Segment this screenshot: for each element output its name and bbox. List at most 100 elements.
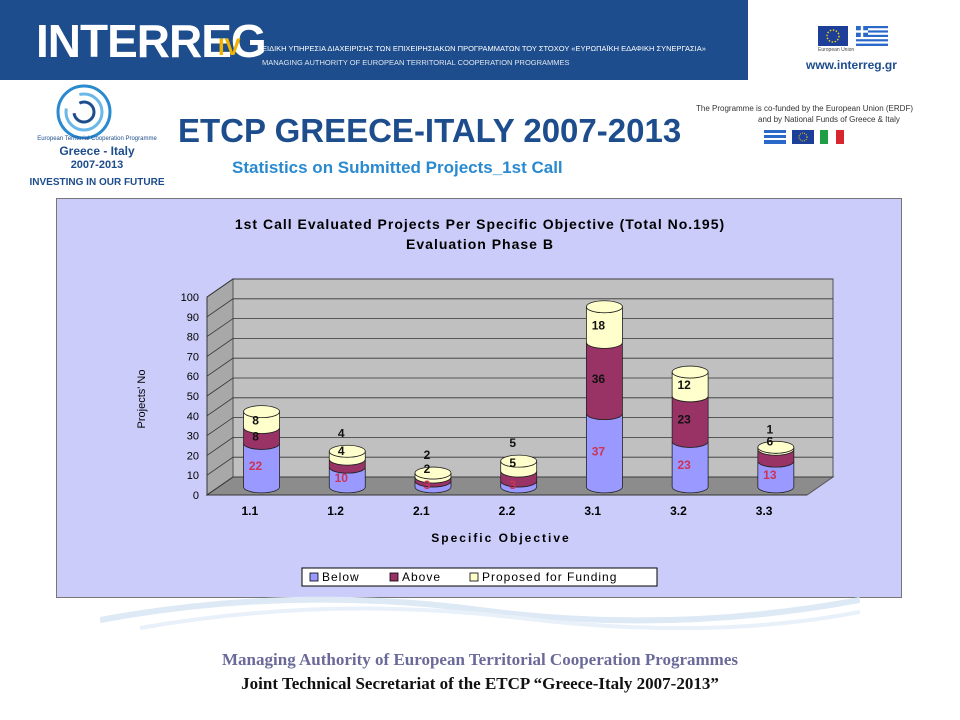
bar-segment <box>414 466 452 484</box>
cofund-note-line1: The Programme is co-funded by the Europe… <box>696 104 913 113</box>
chart-subtitle: Evaluation Phase B <box>406 236 554 252</box>
website-link[interactable]: www.interreg.gr <box>806 58 897 72</box>
gridline <box>206 456 833 476</box>
bar-top-cap <box>500 454 538 468</box>
program-regions: Greece - Italy <box>59 144 135 158</box>
bar-chart: 1st Call Evaluated Projects Per Specific… <box>136 216 835 587</box>
gridline <box>206 318 833 337</box>
data-label: 23 <box>677 458 691 472</box>
data-label: 23 <box>677 413 691 427</box>
eu-flag-icon <box>792 130 814 144</box>
x-tick-label: 1.1 <box>242 504 259 518</box>
data-label: 2 <box>424 448 431 462</box>
banner-greek-text: ΕΙΔΙΚΗ ΥΠΗΡΕΣΙΑ ΔΙΑΧΕΙΡΙΣΗΣ ΤΩΝ ΕΠΙΧΕΙΡΗ… <box>262 44 706 53</box>
data-label: 5 <box>509 456 516 470</box>
data-label: 1 <box>766 422 773 436</box>
legend-swatch <box>309 572 319 582</box>
footer-authority: Managing Authority of European Territori… <box>222 650 738 669</box>
spiral-logo-icon <box>56 84 112 139</box>
banner-english-text: MANAGING AUTHORITY OF EUROPEAN TERRITORI… <box>262 58 570 67</box>
gridline <box>206 397 833 417</box>
data-label: 4 <box>338 426 345 440</box>
y-tick-label: 30 <box>187 431 199 443</box>
data-label: 5 <box>509 436 516 450</box>
y-tick-label: 20 <box>187 450 199 462</box>
x-axis-label: Specific Objective <box>431 531 570 545</box>
greek-flag-icon <box>764 130 786 144</box>
program-slogan: INVESTING IN OUR FUTURE <box>29 177 165 188</box>
y-tick-label: 100 <box>181 292 199 304</box>
gridline <box>206 298 833 318</box>
bar-top-cap <box>328 444 366 458</box>
x-tick-label: 2.2 <box>499 504 516 518</box>
top-banner: INTERREG IV ΕΙΔΙΚΗ ΥΠΗΡΕΣΙΑ ΔΙΑΧΕΙΡΙΣΗΣ … <box>0 0 960 80</box>
y-axis-label: Projects' No <box>136 370 148 429</box>
banner-blue-panel: INTERREG IV ΕΙΔΙΚΗ ΥΠΗΡΕΣΙΑ ΔΙΑΧΕΙΡΙΣΗΣ … <box>0 0 748 80</box>
bar-segment <box>328 444 366 466</box>
chart-legend: Below Above Proposed for Funding <box>301 567 658 587</box>
greek-flag-icon <box>856 26 888 46</box>
bar-top-cap <box>586 300 623 314</box>
legend-swatch <box>389 572 399 582</box>
data-label: 10 <box>335 471 349 485</box>
gridline <box>206 337 833 357</box>
bar-top-cap <box>757 440 795 454</box>
data-label: 12 <box>677 378 691 392</box>
gridline <box>206 417 833 436</box>
data-label: 4 <box>338 444 345 458</box>
x-tick-label: 3.3 <box>756 504 773 518</box>
bar-top-cap <box>414 466 452 480</box>
y-tick-label: 60 <box>187 371 199 383</box>
program-logo: European Territorial Cooperation Program… <box>22 84 172 196</box>
data-label: 3 <box>509 478 516 492</box>
data-label: 2 <box>424 462 431 476</box>
y-tick-label: 90 <box>187 312 199 324</box>
eu-caption: European Union <box>818 47 855 53</box>
interreg-logo: INTERREG <box>36 15 267 67</box>
y-tick-label: 80 <box>187 332 199 344</box>
y-tick-label: 50 <box>187 391 199 403</box>
eu-flag-icon <box>818 26 848 46</box>
y-tick-label: 0 <box>193 490 199 502</box>
data-label: 6 <box>766 434 773 448</box>
interreg-logo-suffix: IV <box>218 34 241 61</box>
decorative-swirl <box>100 596 860 630</box>
gridline <box>206 476 833 496</box>
legend-box <box>301 567 658 587</box>
bar-top-cap <box>671 365 709 379</box>
legend-label: Proposed for Funding <box>482 570 617 584</box>
gridline <box>206 357 833 377</box>
legend-swatch <box>469 572 479 582</box>
page-title: ETCP GREECE-ITALY 2007-2013 <box>178 112 682 149</box>
x-tick-label: 3.1 <box>584 504 601 518</box>
footer-secretariat: Joint Technical Secretariat of the ETCP … <box>241 674 719 693</box>
bar-segment <box>586 300 623 349</box>
cofund-note-line2: and by National Funds of Greece & Italy <box>758 115 900 124</box>
data-label: 13 <box>763 468 777 482</box>
page-subtitle: Statistics on Submitted Projects_1st Cal… <box>232 158 563 177</box>
legend-label: Above <box>402 570 441 584</box>
y-tick-label: 40 <box>187 411 199 423</box>
bar-segment <box>243 405 280 434</box>
gridline <box>206 436 833 456</box>
y-tick-label: 10 <box>187 470 199 482</box>
eu-greece-flags <box>818 26 888 46</box>
data-label: 22 <box>249 459 263 473</box>
program-name: European Territorial Cooperation Program… <box>37 136 157 142</box>
y-tick-label: 70 <box>187 351 199 363</box>
gridline <box>206 278 833 298</box>
x-tick-label: 3.2 <box>670 504 687 518</box>
data-label: 18 <box>592 319 606 333</box>
chart-panel: 1st Call Evaluated Projects Per Specific… <box>56 198 902 598</box>
gridline <box>206 377 833 397</box>
program-years: 2007-2013 <box>70 159 124 171</box>
legend-label: Below <box>322 570 360 584</box>
bar-segment <box>671 365 709 403</box>
italian-flag-icon <box>820 130 844 144</box>
data-label: 37 <box>592 444 606 458</box>
data-label: 8 <box>252 429 259 443</box>
data-label: 36 <box>592 372 606 386</box>
chart-title: 1st Call Evaluated Projects Per Specific… <box>235 216 725 232</box>
bar-segment <box>500 454 538 478</box>
cofund-flags <box>764 130 844 144</box>
